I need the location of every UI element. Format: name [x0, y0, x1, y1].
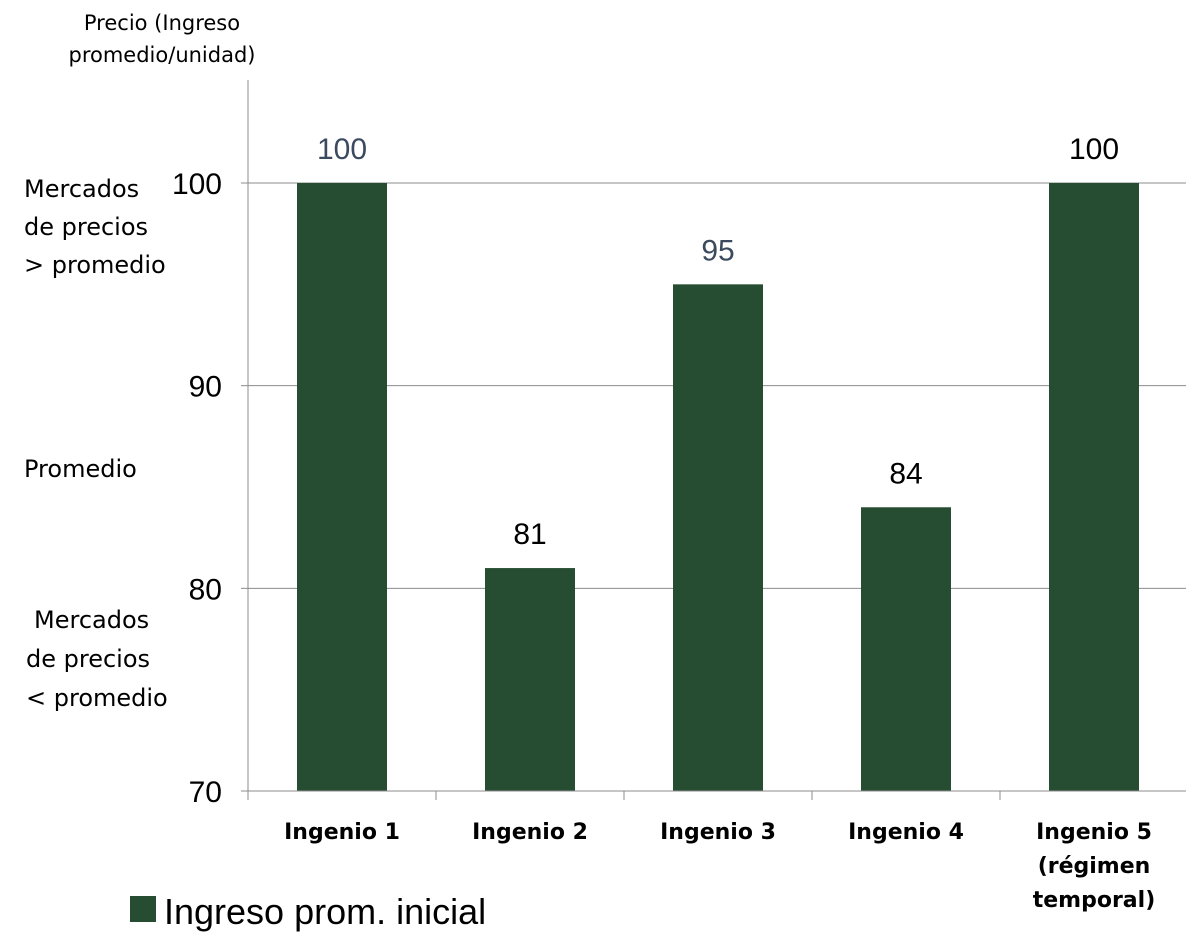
labels: Precio (Ingreso promedio/unidad) 70 80 90 100…: [24, 11, 1155, 913]
y-band-annotation: < promedio: [26, 684, 168, 712]
y-tick-label: 100: [172, 168, 222, 201]
data-label: 81: [513, 518, 546, 551]
y-tick-label: 90: [189, 371, 222, 404]
legend-label: Ingreso prom. inicial: [164, 891, 486, 932]
x-tick-label: Ingenio 4: [848, 820, 964, 845]
bar: [861, 507, 951, 791]
x-tick-label: Ingenio 2: [472, 820, 588, 845]
data-label: 95: [701, 234, 734, 267]
y-axis-title: promedio/unidad): [69, 43, 256, 67]
y-band-annotation: Mercados: [24, 175, 139, 203]
y-band-annotation: de precios: [26, 645, 150, 673]
x-tick-label: (régimen: [1038, 854, 1151, 879]
bar: [297, 183, 387, 791]
y-tick-label: 80: [189, 573, 222, 606]
y-axis-title: Precio (Ingreso: [84, 11, 240, 35]
y-band-annotation: Promedio: [24, 455, 137, 483]
x-tick-label: temporal): [1033, 888, 1156, 913]
y-band-annotation: de precios: [24, 213, 148, 241]
x-tick-label: Ingenio 3: [660, 820, 776, 845]
legend: Ingreso prom. inicial: [130, 891, 486, 932]
y-band-annotation: > promedio: [24, 251, 166, 279]
x-tick-label: Ingenio 5: [1036, 820, 1152, 845]
data-label: 100: [1069, 133, 1119, 166]
data-label: 100: [317, 133, 367, 166]
bars: [297, 183, 1139, 791]
data-label: 84: [889, 457, 922, 490]
bar: [485, 568, 575, 791]
bar: [1049, 183, 1139, 791]
axes: [241, 80, 1186, 800]
y-band-annotation: Mercados: [34, 606, 149, 634]
y-tick-label: 70: [189, 776, 222, 809]
legend-swatch: [130, 896, 156, 922]
x-tick-label: Ingenio 1: [284, 820, 400, 845]
bar: [673, 284, 763, 791]
